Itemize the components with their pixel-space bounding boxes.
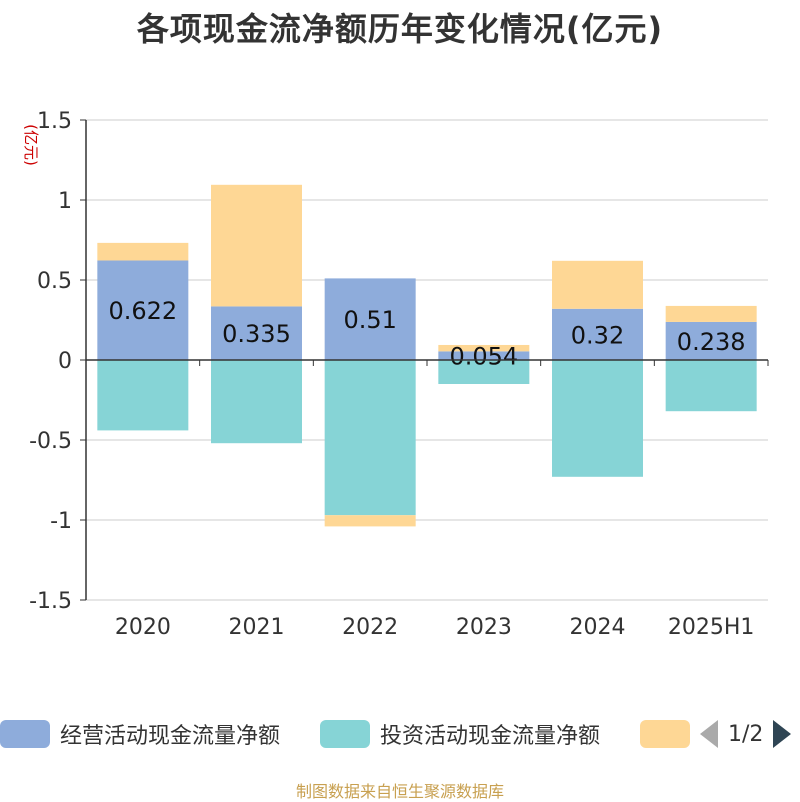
data-source-note: 制图数据来自恒生聚源数据库 bbox=[295, 782, 504, 801]
bar-investing-2022 bbox=[324, 360, 416, 516]
legend-item-investing[interactable]: 投资活动现金流量净额 bbox=[320, 714, 600, 754]
y-tick-label: 0 bbox=[58, 349, 72, 374]
bar-operating-2024 bbox=[552, 308, 643, 360]
legend-swatch-investing bbox=[320, 720, 370, 748]
legend: 经营活动现金流量净额 投资活动现金流量净额 1/2 bbox=[0, 714, 800, 754]
bar-investing-2023 bbox=[438, 360, 530, 384]
y-tick-label: 1 bbox=[58, 189, 72, 214]
bar-operating-2021 bbox=[211, 306, 302, 360]
bar-operating-2020 bbox=[97, 260, 189, 360]
y-tick-label: 0.5 bbox=[37, 269, 72, 294]
bar-investing-2020 bbox=[97, 360, 189, 431]
x-tick-label: 2024 bbox=[570, 615, 626, 640]
legend-swatch-operating bbox=[0, 720, 50, 748]
y-tick-label: -0.5 bbox=[29, 429, 72, 454]
x-tick-label: 2020 bbox=[115, 615, 171, 640]
y-tick-label: -1.5 bbox=[29, 589, 72, 614]
chart-title: 各项现金流净额历年变化情况(亿元) bbox=[136, 10, 664, 48]
bar-investing-2024 bbox=[552, 360, 643, 477]
bar-financing-2020 bbox=[97, 242, 189, 261]
bar-operating-2025H1 bbox=[665, 321, 757, 360]
prev-page-icon[interactable] bbox=[700, 720, 718, 748]
cashflow-chart: 1.5 1 0.5 0 -0.5 -1 -1.5 (亿元) 0.622 0.335 0.51 0.05… bbox=[22, 109, 769, 640]
legend-swatch-financing bbox=[640, 720, 690, 748]
bar-financing-2024 bbox=[552, 260, 643, 309]
x-tick-label: 2023 bbox=[456, 615, 512, 640]
data-label-operating: 0.622 bbox=[108, 297, 177, 325]
legend-item-operating[interactable]: 经营活动现金流量净额 bbox=[0, 714, 280, 754]
data-label-operating: 0.054 bbox=[449, 343, 518, 371]
bar-investing-2025H1 bbox=[665, 360, 757, 412]
data-label-operating: 0.32 bbox=[571, 321, 624, 349]
bar-operating-2022 bbox=[324, 278, 416, 360]
x-tick-label: 2021 bbox=[229, 615, 285, 640]
bar-operating-2023 bbox=[438, 351, 530, 360]
bar-financing-2021 bbox=[211, 184, 302, 307]
bar-financing-2025H1 bbox=[665, 305, 757, 322]
legend-label-investing: 投资活动现金流量净额 bbox=[380, 724, 601, 749]
data-label-operating: 0.51 bbox=[343, 306, 396, 334]
y-tick-label: -1 bbox=[50, 509, 72, 534]
x-tick-label: 2022 bbox=[342, 615, 398, 640]
legend-label-operating: 经营活动现金流量净额 bbox=[60, 724, 281, 749]
data-label-operating: 0.238 bbox=[677, 328, 746, 356]
x-tick-label: 2025H1 bbox=[668, 615, 755, 640]
legend-page-indicator: 1/2 bbox=[728, 721, 764, 747]
data-label-operating: 0.335 bbox=[222, 320, 291, 348]
y-tick-label: 1.5 bbox=[37, 109, 72, 134]
y-axis-unit-label: (亿元) bbox=[22, 124, 40, 166]
bar-financing-2022 bbox=[324, 515, 416, 527]
bar-financing-2023 bbox=[438, 344, 530, 352]
bar-investing-2021 bbox=[211, 360, 302, 444]
next-page-icon[interactable] bbox=[773, 720, 792, 748]
legend-item-financing[interactable] bbox=[640, 714, 700, 754]
legend-pager: 1/2 bbox=[700, 714, 792, 754]
